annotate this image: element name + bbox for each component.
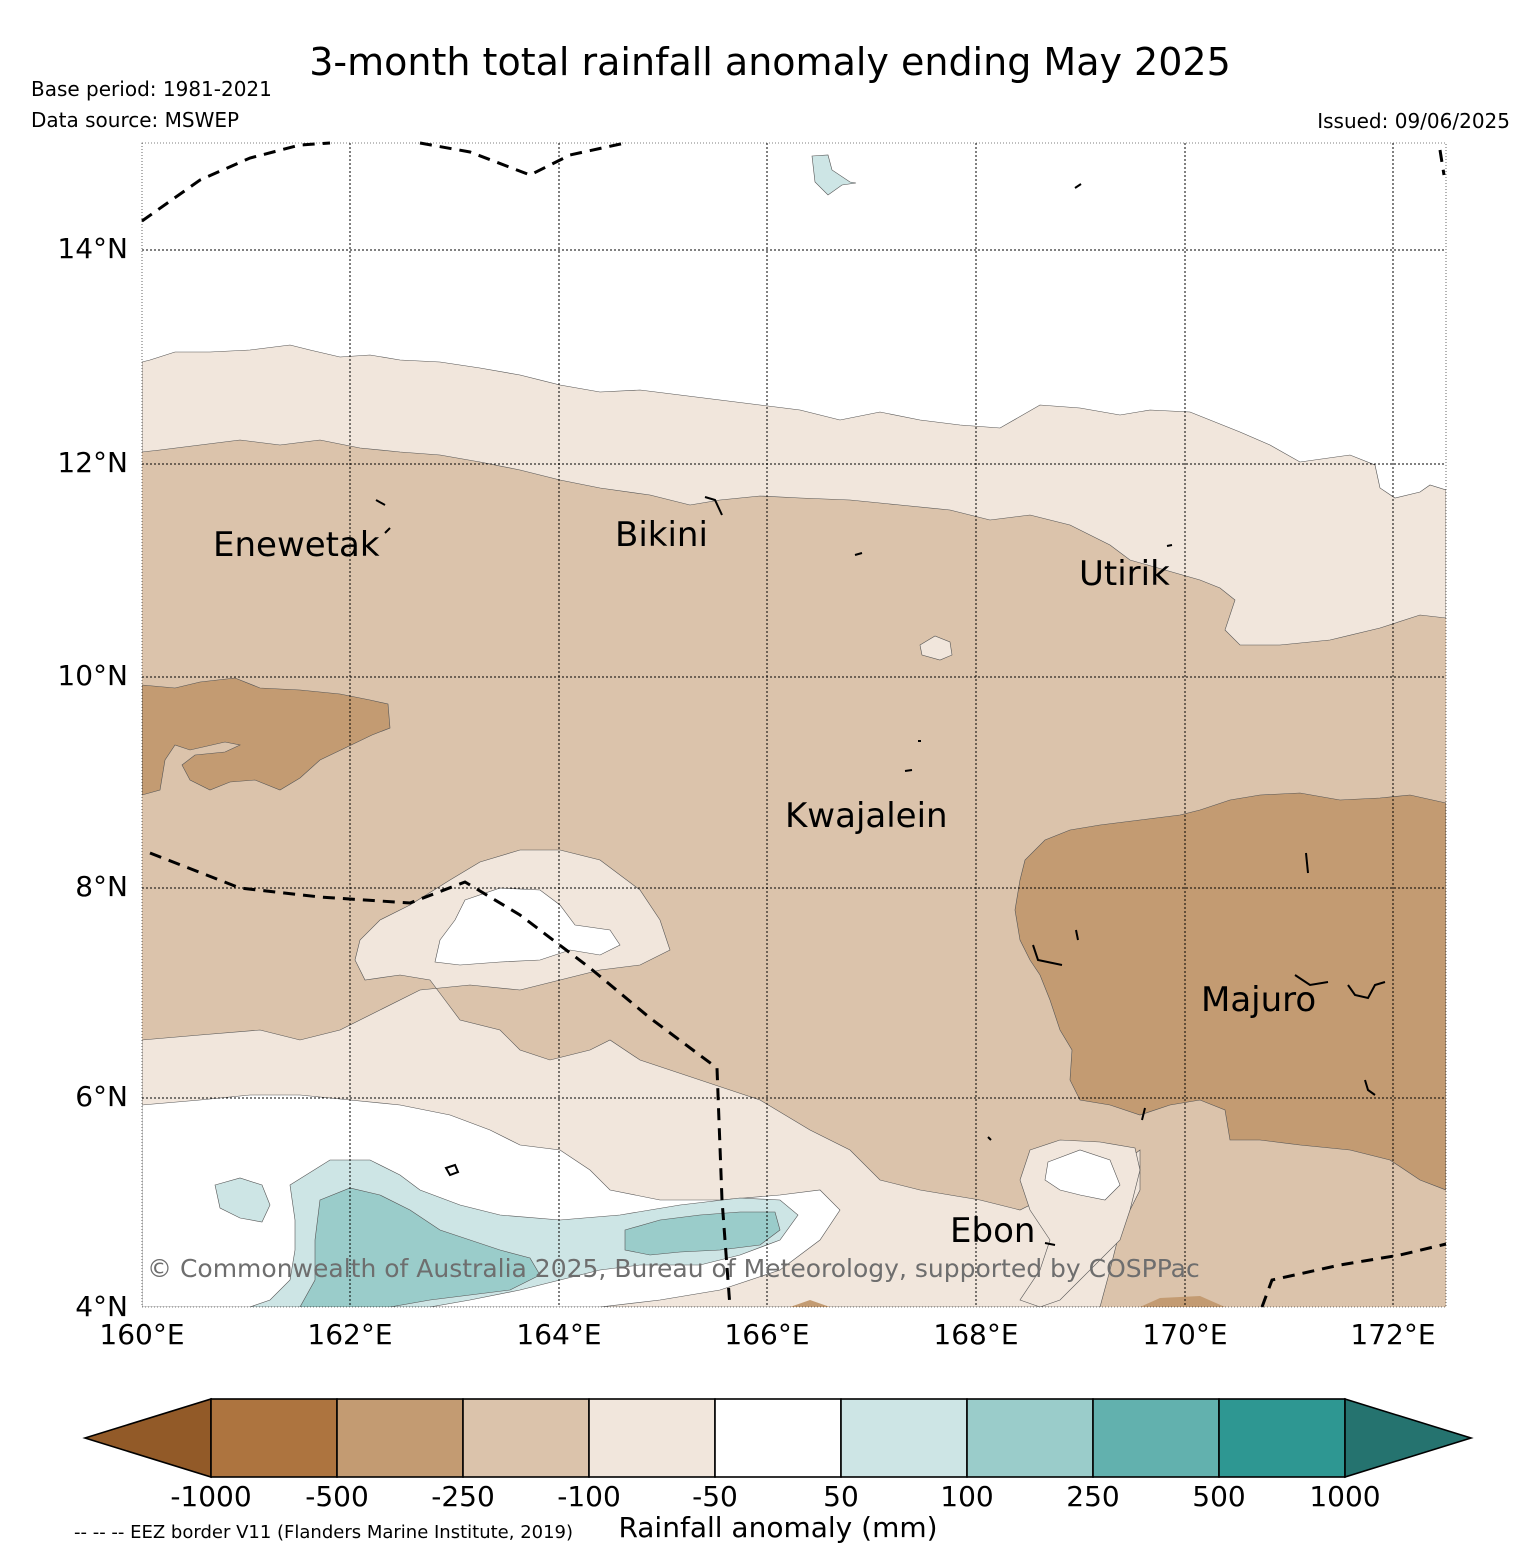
lat-label: 14°N — [57, 232, 128, 265]
lon-label: 168°E — [933, 1318, 1019, 1351]
base-period: Base period: 1981-2021 — [31, 77, 272, 101]
colorbar-segment — [1092, 1398, 1220, 1478]
lat-label: 12°N — [57, 446, 128, 479]
anomaly-zone-south-dry — [1140, 1296, 1225, 1307]
colorbar-tick-label: -500 — [305, 1480, 369, 1513]
lon-label: 160°E — [99, 1318, 185, 1351]
colorbar-segment — [714, 1398, 842, 1478]
colorbar-segment — [966, 1398, 1094, 1478]
colorbar-tick-label: -50 — [692, 1480, 738, 1513]
colorbar-tick-label: -250 — [431, 1480, 495, 1513]
lon-label: 166°E — [724, 1318, 810, 1351]
lon-label: 162°E — [307, 1318, 393, 1351]
colorbar-segment — [462, 1398, 590, 1478]
anomaly-zone-central-neutral — [434, 887, 621, 966]
colorbar-tick-label: 500 — [1192, 1480, 1246, 1513]
chart-title: 3-month total rainfall anomaly ending Ma… — [309, 40, 1231, 84]
place-label-majuro: Majuro — [1201, 980, 1317, 1020]
colorbar-segment — [588, 1398, 716, 1478]
colorbar — [82, 1397, 1474, 1479]
anomaly-zone-north-neutral — [142, 143, 1446, 498]
lat-label: 8°N — [75, 870, 128, 903]
anomaly-zone-south-wetter — [299, 1187, 541, 1307]
colorbar-tick-label: 100 — [940, 1480, 994, 1513]
place-label-kwajalein: Kwajalein — [785, 796, 948, 836]
lon-label: 170°E — [1142, 1318, 1228, 1351]
colorbar-tick-label: 50 — [823, 1480, 859, 1513]
graticule — [142, 143, 1446, 1307]
map-frame — [141, 142, 1447, 1308]
colorbar-tick-label: -1000 — [170, 1480, 252, 1513]
place-label-ebon: Ebon — [950, 1211, 1036, 1251]
issued-date: Issued: 09/06/2025 — [1317, 109, 1510, 133]
anomaly-zone-north-light — [142, 344, 1446, 646]
anomaly-zone-west-dry — [142, 677, 391, 796]
lat-label: 10°N — [57, 659, 128, 692]
anomaly-zone-central-light — [919, 635, 953, 661]
colorbar-segment — [210, 1398, 338, 1478]
colorbar-segment — [336, 1398, 464, 1478]
place-label-utirik: Utirik — [1079, 554, 1170, 594]
anomaly-zone-south-dry-2 — [790, 1300, 830, 1307]
colorbar-segment — [1218, 1398, 1346, 1478]
place-label-bikini: Bikini — [615, 515, 708, 555]
colorbar-tick-label: 250 — [1066, 1480, 1120, 1513]
lon-label: 172°E — [1350, 1318, 1436, 1351]
colorbar-segment — [840, 1398, 968, 1478]
colorbar-extend-low — [82, 1397, 212, 1479]
anomaly-zone-east-dry — [1014, 792, 1446, 1191]
colorbar-tick-label: 1000 — [1309, 1480, 1381, 1513]
island-outlines — [375, 183, 1386, 1246]
colorbar-label: Rainfall anomaly (mm) — [618, 1511, 938, 1544]
colorbar-tick-label: -100 — [557, 1480, 621, 1513]
copyright-notice: © Commonwealth of Australia 2025, Bureau… — [147, 1254, 1200, 1283]
colorbar-extend-high — [1344, 1397, 1474, 1479]
lon-label: 164°E — [516, 1318, 602, 1351]
anomaly-zone-east-wetter — [624, 1211, 781, 1256]
eez-border — [141, 141, 1447, 1308]
anomaly-zone-west-wet — [214, 1177, 271, 1223]
data-source: Data source: MSWEP — [31, 108, 240, 132]
anomaly-zone-north-wet — [811, 154, 857, 196]
place-label-enewetak: Enewetak — [213, 525, 380, 565]
eez-border-note: -- -- -- EEZ border V11 (Flanders Marine… — [74, 1522, 574, 1543]
lat-label: 6°N — [75, 1080, 128, 1113]
lat-label: 4°N — [75, 1290, 128, 1323]
anomaly-zone-ebon-neutral — [1044, 1149, 1121, 1201]
